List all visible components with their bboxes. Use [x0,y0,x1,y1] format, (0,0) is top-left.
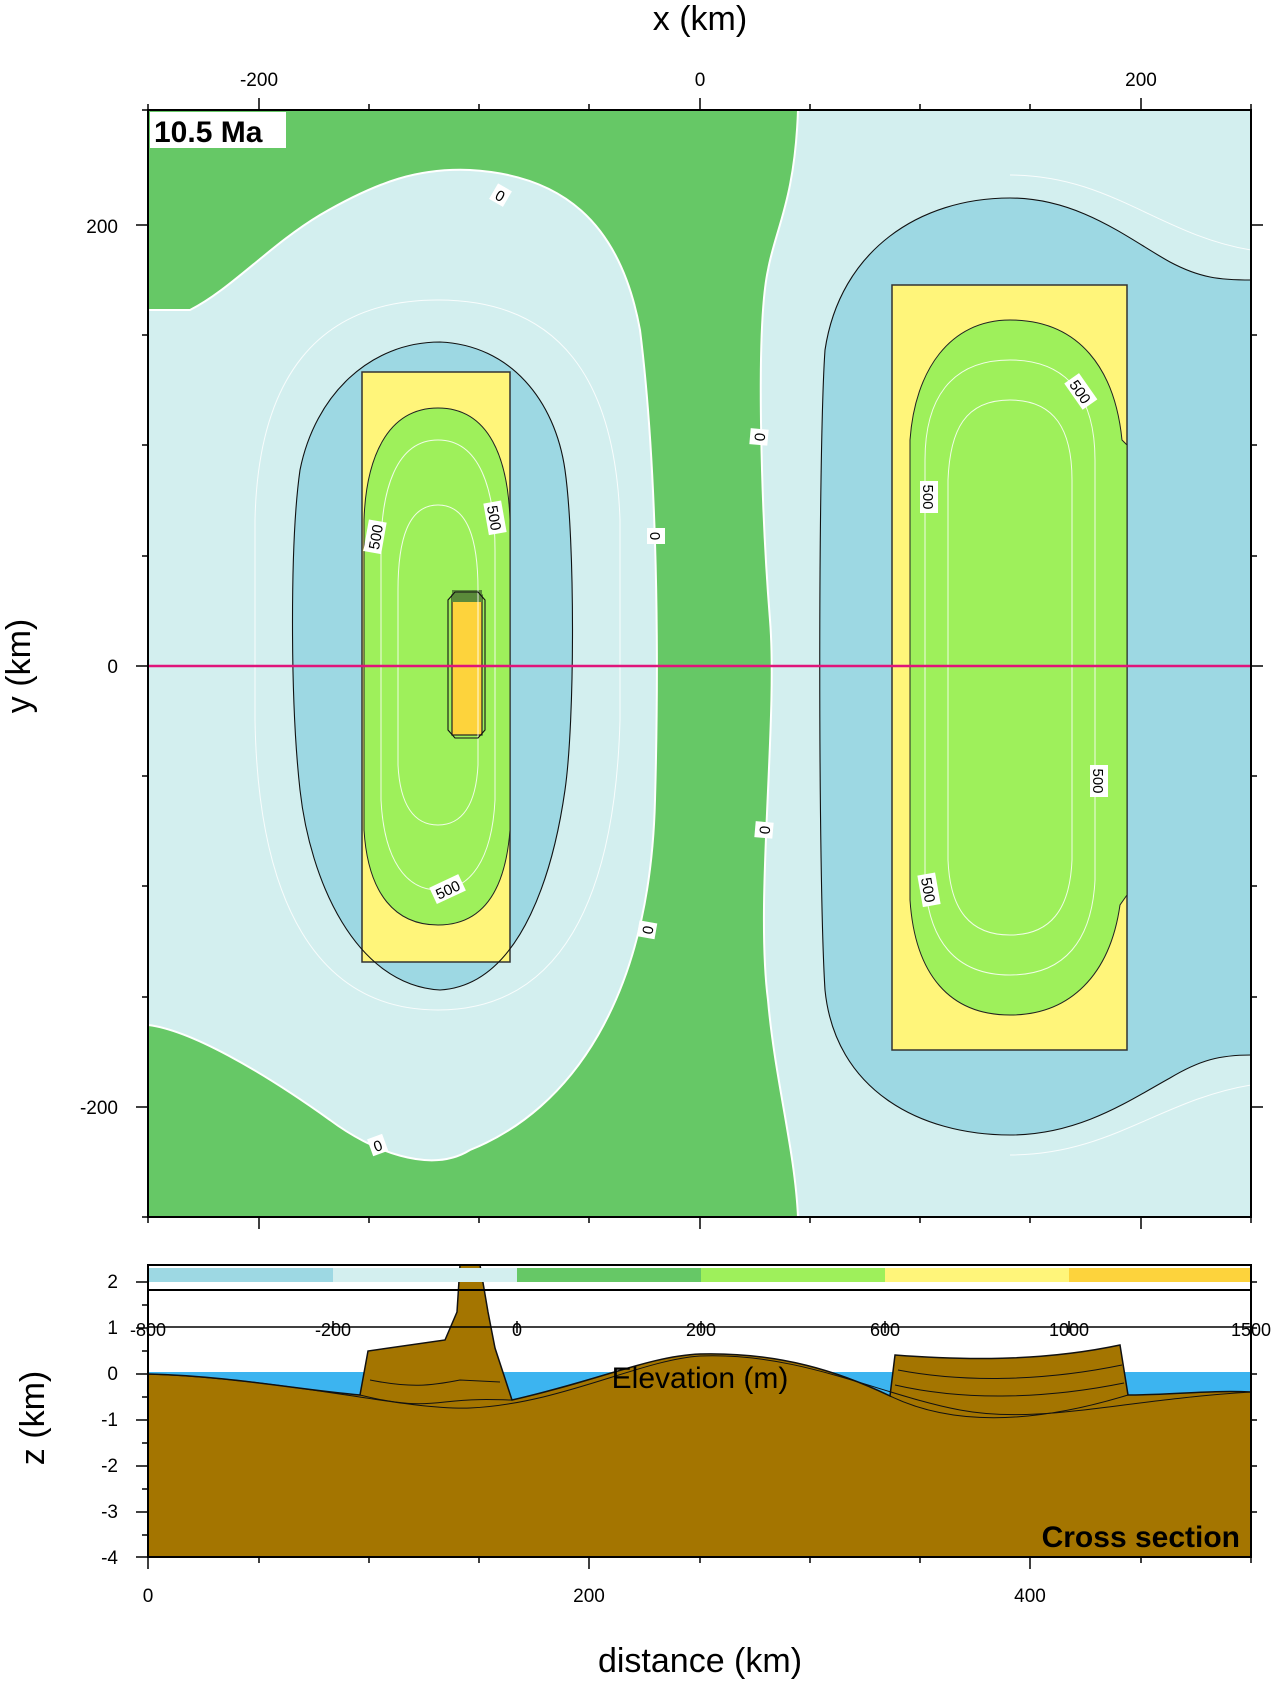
contour-labels: 0 0 0 0 0 0 500 500 500 500 500 500 500 [363,183,1108,1157]
colorbar-segment [148,1268,333,1282]
contour-label: 500 [919,484,936,509]
right-upland [909,319,1128,1016]
x-tick-label: -200 [240,70,278,91]
sediment-body [148,1265,1251,1557]
lowland-area [148,110,798,1217]
elevation-map [148,110,1251,1217]
contour-label: 500 [917,876,938,904]
y-axis-title: y (km) [0,619,38,713]
cross-section-annotation: Cross section [1042,1521,1240,1554]
y-tick-label: -1 [101,1410,118,1431]
colorbar-segment [1069,1268,1251,1282]
x-tick-label: 400 [1014,1586,1046,1607]
y-tick-label: -3 [101,1502,118,1523]
y-tick-label: 2 [107,1272,118,1293]
map-panel: 0 0 0 0 0 0 500 500 500 500 500 500 500 … [0,0,1263,1229]
map-ticks [136,98,1263,1229]
interior-contours [254,174,1251,1156]
y-tick-label: 0 [107,657,118,678]
colorbar-segment [333,1268,517,1282]
left-peak-shadow [452,590,482,602]
colorbar-tick-label: 600 [870,1320,900,1340]
y-tick-label: -4 [101,1548,118,1569]
contour-label: 0 [639,925,657,936]
colorbar-tick-label: 0 [512,1320,522,1340]
colorbar-title: Elevation (m) [612,1362,789,1395]
x-axis-title: distance (km) [598,1642,802,1680]
contour-label: 0 [752,432,770,442]
y-tick-label: 1 [107,1318,118,1339]
y-tick-label: 0 [107,1364,118,1385]
section-layer-lines [148,1355,1251,1419]
x-tick-label: 200 [573,1586,605,1607]
colorbar-tick-label: -200 [315,1320,351,1340]
contour-label: 500 [483,504,504,532]
contour-label: 500 [1089,768,1106,793]
x-axis-title: x (km) [653,0,747,38]
colorbar-segment [885,1268,1069,1282]
x-tick-label: 0 [143,1586,154,1607]
colorbar-segment [517,1268,701,1282]
timestamp-label: 10.5 Ma [154,116,263,149]
cross-section-plot [148,1265,1251,1557]
y-tick-label: 200 [86,217,118,238]
contour-label: 0 [757,825,775,835]
cross-section-panel: -800 -200 0 200 600 1000 1500 Elevation … [14,1264,1271,1680]
x-tick-label: 0 [695,70,706,91]
y-axis-title: z (km) [14,1371,52,1465]
contour-label: 0 [646,532,663,540]
coastline-contours [148,110,799,1217]
y-tick-label: -200 [80,1098,118,1119]
contour-label: 500 [366,523,387,551]
x-tick-label: 200 [1125,70,1157,91]
y-tick-label: -2 [101,1456,118,1477]
colorbar-segment [701,1268,885,1282]
timestamp-box [150,112,286,148]
colorbar-tick-label: 200 [686,1320,716,1340]
section-ticks [136,1281,1257,1569]
colorbar-tick-label: 1000 [1049,1320,1089,1340]
